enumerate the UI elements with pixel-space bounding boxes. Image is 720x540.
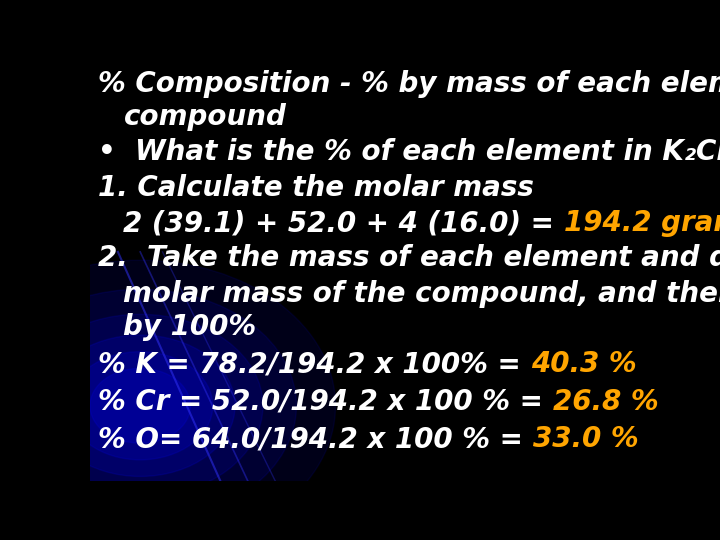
Text: by 100%: by 100% — [124, 313, 256, 341]
Circle shape — [0, 260, 336, 540]
Text: 33.0 %: 33.0 % — [533, 426, 639, 454]
Circle shape — [0, 289, 297, 522]
Text: % O= 64.0/194.2 x 100 % =: % O= 64.0/194.2 x 100 % = — [99, 426, 533, 454]
Text: 40.3 %: 40.3 % — [531, 350, 636, 379]
Circle shape — [45, 335, 235, 476]
Text: % Composition - % by mass of each element in a: % Composition - % by mass of each elemen… — [99, 70, 720, 98]
Text: 2.  Take the mass of each element and divide by the: 2. Take the mass of each element and div… — [99, 245, 720, 273]
Circle shape — [68, 352, 213, 460]
Text: % K = 78.2/194.2 x 100% =: % K = 78.2/194.2 x 100% = — [99, 350, 531, 379]
Text: 194.2 grams: 194.2 grams — [564, 209, 720, 237]
Text: 2 (39.1) + 52.0 + 4 (16.0) =: 2 (39.1) + 52.0 + 4 (16.0) = — [124, 209, 564, 237]
Text: % Cr = 52.0/194.2 x 100 % =: % Cr = 52.0/194.2 x 100 % = — [99, 388, 553, 416]
Text: 26.8 %: 26.8 % — [553, 388, 659, 416]
Circle shape — [90, 368, 190, 443]
Text: molar mass of the compound, and then multiply: molar mass of the compound, and then mul… — [124, 280, 720, 308]
Text: compound: compound — [124, 103, 287, 131]
Text: 1. Calculate the molar mass: 1. Calculate the molar mass — [99, 174, 534, 202]
Circle shape — [17, 314, 263, 497]
Text: •  What is the % of each element in K₂CrO₄?: • What is the % of each element in K₂CrO… — [99, 138, 720, 166]
